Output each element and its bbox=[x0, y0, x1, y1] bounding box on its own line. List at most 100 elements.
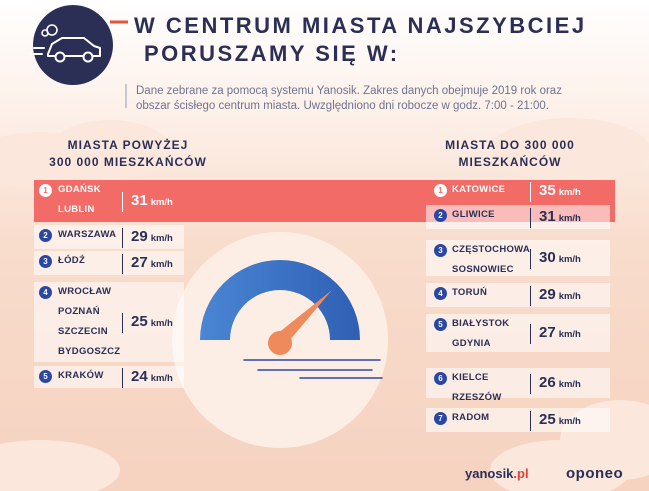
ranking-row: 2 GLIWICE 31 km/h bbox=[0, 205, 649, 229]
city-name: LUBLIN bbox=[58, 204, 95, 215]
city-name: WROCŁAW bbox=[58, 286, 112, 297]
oponeo-logo: oponeo bbox=[566, 465, 624, 482]
speed-number: 27 bbox=[131, 254, 148, 271]
city-name: KRAKÓW bbox=[58, 370, 104, 381]
rank-badge: 1 bbox=[39, 184, 52, 197]
ranking-row: 6 KIELCE RZESZÓW 26 km/h bbox=[0, 368, 649, 403]
rank-badge: 3 bbox=[39, 255, 52, 268]
city-names: ŁÓDŹ bbox=[58, 251, 85, 271]
right-header-line-2: MIESZKAŃCÓW bbox=[458, 155, 562, 169]
row-band bbox=[34, 282, 184, 362]
speed-unit: km/h bbox=[150, 259, 173, 270]
row-band bbox=[34, 366, 184, 388]
speed-unit: km/h bbox=[558, 213, 581, 224]
city-name: BYDGOSZCZ bbox=[58, 346, 121, 357]
speed-unit: km/h bbox=[558, 187, 581, 198]
yanosik-logo: yanosik.pl bbox=[465, 466, 529, 481]
speed-number: 26 bbox=[539, 374, 556, 391]
city-names: WARSZAWA bbox=[58, 225, 116, 245]
city-name: KIELCE bbox=[452, 372, 489, 383]
city-name: SOSNOWIEC bbox=[452, 264, 514, 275]
title-line-2: PORUSZAMY SIĘ W: bbox=[144, 41, 400, 66]
left-header-line-2: 300 000 MIESZKAŃCÓW bbox=[49, 155, 207, 169]
ranking-row: 3 CZĘSTOCHOWA SOSNOWIEC 30 km/h bbox=[0, 240, 649, 276]
city-name: TORUŃ bbox=[452, 287, 488, 298]
left-header-line-1: MIASTA POWYŻEJ bbox=[67, 138, 189, 152]
rank-badge: 6 bbox=[434, 372, 447, 385]
speed-number: 25 bbox=[131, 313, 148, 330]
city-name: ŁÓDŹ bbox=[58, 255, 86, 266]
speed-value: 27 km/h bbox=[122, 254, 173, 274]
speed-number: 35 bbox=[539, 182, 556, 199]
ranking-row: 7 RADOM 25 km/h bbox=[0, 408, 649, 432]
city-name: WARSZAWA bbox=[58, 229, 117, 240]
speed-unit: km/h bbox=[558, 416, 581, 427]
speed-unit: km/h bbox=[558, 291, 581, 302]
subtitle: Dane zebrane za pomocą systemu Yanosik. … bbox=[136, 85, 562, 112]
city-name: GDAŃSK bbox=[58, 184, 101, 195]
page-title: W CENTRUM MIASTA NAJSZYBCIEJ PORUSZAMY S… bbox=[134, 12, 587, 68]
row-band bbox=[426, 314, 610, 352]
row-band bbox=[426, 408, 610, 432]
city-names: KIELCE RZESZÓW bbox=[452, 368, 502, 408]
speed-value: 25 km/h bbox=[530, 411, 581, 431]
speed-unit: km/h bbox=[150, 233, 173, 244]
speed-number: 27 bbox=[539, 324, 556, 341]
rank-badge: 5 bbox=[434, 318, 447, 331]
ranking-row: 5 KRAKÓW 24 km/h bbox=[0, 366, 649, 388]
rank-badge: 4 bbox=[39, 286, 52, 299]
speed-unit: km/h bbox=[150, 373, 173, 384]
speed-number: 31 bbox=[539, 208, 556, 225]
yanosik-logo-main: yanosik bbox=[465, 466, 514, 481]
speed-value: 26 km/h bbox=[530, 374, 581, 394]
car-icon bbox=[31, 5, 113, 85]
ranking-row: 5 BIAŁYSTOK GDYNIA 27 km/h bbox=[0, 314, 649, 352]
right-header-line-1: MIASTA DO 300 000 bbox=[445, 138, 575, 152]
city-name: GDYNIA bbox=[452, 338, 491, 349]
yanosik-logo-tld: .pl bbox=[513, 466, 529, 481]
rank-badge: 3 bbox=[434, 244, 447, 257]
left-column-header: MIASTA POWYŻEJ 300 000 MIESZKAŃCÓW bbox=[28, 137, 228, 171]
speed-value: 25 km/h bbox=[122, 313, 173, 333]
speed-value: 35 km/h bbox=[530, 182, 581, 202]
city-name: RADOM bbox=[452, 412, 490, 423]
ranking-row: 1 KATOWICE 35 km/h bbox=[0, 180, 649, 202]
rank-badge: 5 bbox=[39, 370, 52, 383]
speed-value: 24 km/h bbox=[122, 368, 173, 388]
speed-unit: km/h bbox=[558, 254, 581, 265]
speed-number: 24 bbox=[131, 368, 148, 385]
city-names: WROCŁAW POZNAŃ SZCZECIN BYDGOSZCZ bbox=[58, 282, 120, 362]
speed-number: 31 bbox=[131, 192, 148, 209]
city-name: SZCZECIN bbox=[58, 326, 108, 337]
speedometer-illustration bbox=[172, 232, 388, 448]
ranking-row: 2 WARSZAWA 29 km/h bbox=[0, 225, 649, 249]
row-band bbox=[426, 240, 610, 276]
rank-badge: 2 bbox=[434, 209, 447, 222]
city-names: KRAKÓW bbox=[58, 366, 104, 386]
speed-number: 29 bbox=[539, 286, 556, 303]
ranking-row: 4 TORUŃ 29 km/h bbox=[0, 283, 649, 307]
city-names: GDAŃSK LUBLIN bbox=[58, 180, 101, 220]
speed-number: 30 bbox=[539, 249, 556, 266]
speed-number: 29 bbox=[131, 228, 148, 245]
city-name: KATOWICE bbox=[452, 184, 506, 195]
speed-unit: km/h bbox=[150, 197, 173, 208]
rank-badge: 2 bbox=[39, 229, 52, 242]
speed-unit: km/h bbox=[558, 329, 581, 340]
city-names: CZĘSTOCHOWA SOSNOWIEC bbox=[452, 240, 530, 280]
speed-value: 30 km/h bbox=[530, 249, 581, 269]
right-column-header: MIASTA DO 300 000 MIESZKAŃCÓW bbox=[410, 137, 610, 171]
speed-value: 29 km/h bbox=[122, 228, 173, 248]
ranking-row: 3 ŁÓDŹ 27 km/h bbox=[0, 251, 649, 275]
rank-badge: 4 bbox=[434, 287, 447, 300]
speed-unit: km/h bbox=[150, 318, 173, 329]
title-line-1: W CENTRUM MIASTA NAJSZYBCIEJ bbox=[134, 13, 587, 38]
row-band bbox=[426, 368, 610, 398]
rank-badge: 7 bbox=[434, 412, 447, 425]
speed-unit: km/h bbox=[558, 379, 581, 390]
speed-value: 31 km/h bbox=[122, 192, 173, 212]
city-names: KATOWICE bbox=[452, 180, 505, 200]
city-names: TORUŃ bbox=[452, 283, 487, 303]
row-band bbox=[34, 225, 184, 249]
row-band bbox=[426, 205, 610, 229]
